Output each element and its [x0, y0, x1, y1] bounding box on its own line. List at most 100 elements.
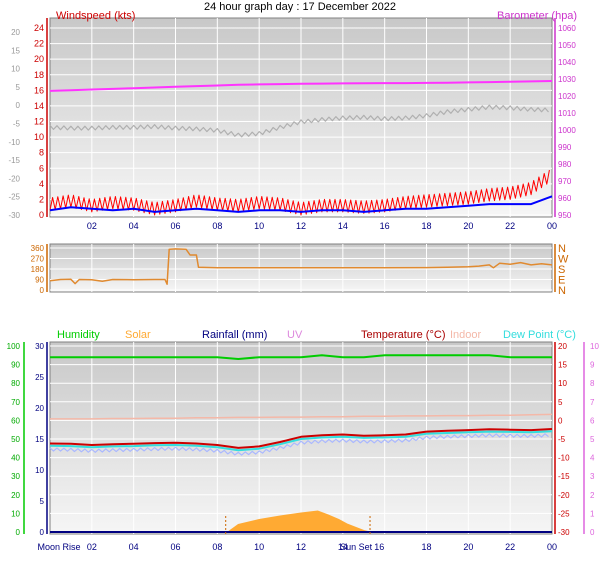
temperature-tick: -15	[558, 472, 570, 481]
temp-time-label: 00	[547, 542, 557, 552]
wind-left-tick: 8	[39, 148, 44, 158]
legend-barometer: Barometer (hpa)	[497, 10, 577, 22]
wind-time-label: 08	[212, 221, 222, 231]
temperature-tick: 5	[558, 398, 563, 407]
wind-left-tick: 24	[34, 23, 44, 33]
rainfall-tick: 20	[35, 404, 44, 413]
humidity-tick: 90	[11, 361, 20, 370]
wind-left-tick: 22	[34, 39, 44, 49]
rainfall-tick: 5	[40, 497, 45, 506]
temperature-line	[49, 428, 553, 449]
wind-left-tick: 16	[34, 85, 44, 95]
barometer-tick: 1000	[558, 126, 576, 135]
uv-tick: 10	[590, 342, 599, 351]
temp-time-label: 20	[463, 542, 473, 552]
temperature-tick: 20	[558, 342, 567, 351]
wind-secondary-tick: -15	[8, 156, 20, 165]
rainfall-tick: 15	[35, 435, 44, 444]
temp-time-label: 14	[338, 542, 348, 552]
barometer-tick: 1020	[558, 92, 576, 101]
wind-time-label: 12	[296, 221, 306, 231]
wind-left-tick: 10	[34, 132, 44, 142]
humidity-tick: 40	[11, 454, 20, 463]
temperature-tick: -20	[558, 491, 570, 500]
temp-time-label: 10	[254, 542, 264, 552]
wind-time-label: 16	[380, 221, 390, 231]
direction-left-tick: 0	[40, 286, 45, 295]
legend-windspeed: Windspeed (kts)	[56, 10, 135, 22]
barometer-tick: 1030	[558, 75, 576, 84]
rainfall-tick: 30	[35, 342, 44, 351]
rainfall-tick: 10	[35, 466, 44, 475]
direction-left-tick: 360	[31, 244, 45, 253]
wind-left-tick: 2	[39, 194, 44, 204]
barometer-tick: 990	[558, 143, 572, 152]
uv-tick: 3	[590, 472, 595, 481]
wind-secondary-tick: 20	[11, 28, 20, 37]
uv-tick: 4	[590, 454, 595, 463]
wind-time-label: 10	[254, 221, 264, 231]
barometer-tick: 970	[558, 177, 572, 186]
humidity-tick: 100	[7, 342, 21, 351]
legend-dew: Dew Point (°C)	[503, 329, 576, 341]
temperature-tick: -30	[558, 528, 570, 537]
legend-humidity: Humidity	[57, 329, 100, 341]
legend-temperature: Temperature (°C)	[361, 329, 445, 341]
temperature-tick: -5	[558, 435, 566, 444]
wind-direction-line	[49, 248, 553, 285]
wind-left-tick: 4	[39, 179, 44, 189]
uv-tick: 9	[590, 361, 595, 370]
uv-tick: 0	[590, 528, 595, 537]
dew-point-line	[49, 430, 553, 452]
wind-secondary-tick: -10	[8, 138, 20, 147]
temperature-tick: 15	[558, 361, 567, 370]
wind-average-line	[49, 195, 553, 213]
wind-secondary-tick: -5	[13, 120, 21, 129]
direction-compass-label: W	[558, 254, 569, 266]
uv-tick: 5	[590, 435, 595, 444]
uv-tick: 1	[590, 509, 595, 518]
wind-left-tick: 14	[34, 101, 44, 111]
legend-indoor: Indoor	[450, 329, 482, 341]
temperature-tick: -10	[558, 454, 570, 463]
indoor-line	[50, 413, 553, 420]
direction-left-tick: 90	[35, 276, 44, 285]
legend-uv: UV	[287, 329, 303, 341]
wind-secondary-tick: 10	[11, 65, 20, 74]
humidity-tick: 0	[16, 528, 21, 537]
wind-time-label: 06	[170, 221, 180, 231]
wind-left-tick: 0	[39, 210, 44, 220]
humidity-tick: 60	[11, 416, 20, 425]
barometer-tick: 1040	[558, 58, 576, 67]
wind-time-label: 20	[463, 221, 473, 231]
temp-time-label: 12	[296, 542, 306, 552]
wind-secondary-tick: -20	[8, 174, 20, 183]
legend-rainfall: Rainfall (mm)	[202, 329, 267, 341]
wind-time-label: 22	[505, 221, 515, 231]
wind-left-tick: 12	[34, 117, 44, 127]
wind-secondary-tick: -25	[8, 193, 20, 202]
temp-time-label: 22	[505, 542, 515, 552]
humidity-tick: 80	[11, 379, 20, 388]
humidity-tick: 30	[11, 472, 20, 481]
humidity-line	[50, 354, 552, 360]
chart-title: 24 hour graph day : 17 December 2022	[204, 1, 396, 13]
barometer-tick: 950	[558, 211, 572, 220]
barometer-tick: 1010	[558, 109, 576, 118]
dew-band-line	[49, 433, 549, 456]
temp-time-label: 02	[87, 542, 97, 552]
rainfall-tick: 25	[35, 373, 44, 382]
wind-secondary-tick: 5	[16, 83, 21, 92]
wind-left-tick: 18	[34, 70, 44, 80]
direction-compass-label: N	[558, 243, 566, 255]
sun-set-hour-label: 16	[374, 542, 384, 552]
humidity-tick: 10	[11, 509, 20, 518]
barometer-tick: 1050	[558, 41, 576, 50]
temperature-tick: 0	[558, 416, 563, 425]
humidity-tick: 50	[11, 435, 20, 444]
temperature-tick: 10	[558, 379, 567, 388]
sun-set-label: Sun Set	[340, 542, 373, 552]
uv-tick: 8	[590, 379, 595, 388]
humidity-tick: 70	[11, 398, 20, 407]
